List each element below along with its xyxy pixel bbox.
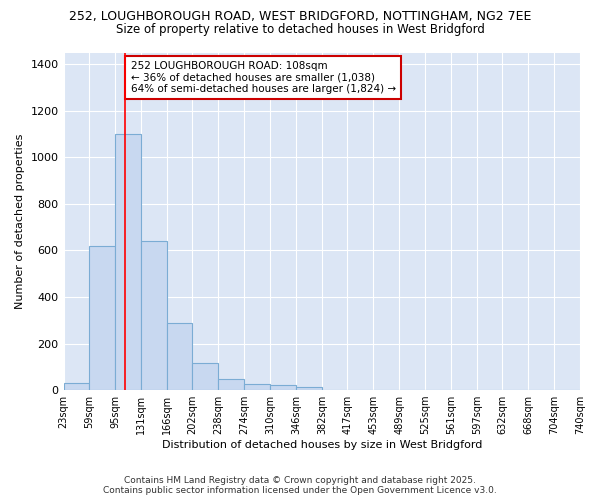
Bar: [218, 379, 244, 390]
Bar: [142, 241, 167, 390]
Bar: [115, 134, 142, 390]
Y-axis label: Number of detached properties: Number of detached properties: [15, 134, 25, 309]
Text: 252 LOUGHBOROUGH ROAD: 108sqm
← 36% of detached houses are smaller (1,038)
64% o: 252 LOUGHBOROUGH ROAD: 108sqm ← 36% of d…: [131, 61, 396, 94]
Bar: [89, 246, 115, 390]
Bar: [270, 386, 296, 390]
Bar: [64, 383, 89, 390]
Text: 252, LOUGHBOROUGH ROAD, WEST BRIDGFORD, NOTTINGHAM, NG2 7EE: 252, LOUGHBOROUGH ROAD, WEST BRIDGFORD, …: [69, 10, 531, 23]
X-axis label: Distribution of detached houses by size in West Bridgford: Distribution of detached houses by size …: [161, 440, 482, 450]
Text: Contains HM Land Registry data © Crown copyright and database right 2025.
Contai: Contains HM Land Registry data © Crown c…: [103, 476, 497, 495]
Bar: [167, 322, 193, 390]
Text: Size of property relative to detached houses in West Bridgford: Size of property relative to detached ho…: [116, 22, 484, 36]
Bar: [296, 386, 322, 390]
Bar: [193, 364, 218, 390]
Bar: [244, 384, 270, 390]
